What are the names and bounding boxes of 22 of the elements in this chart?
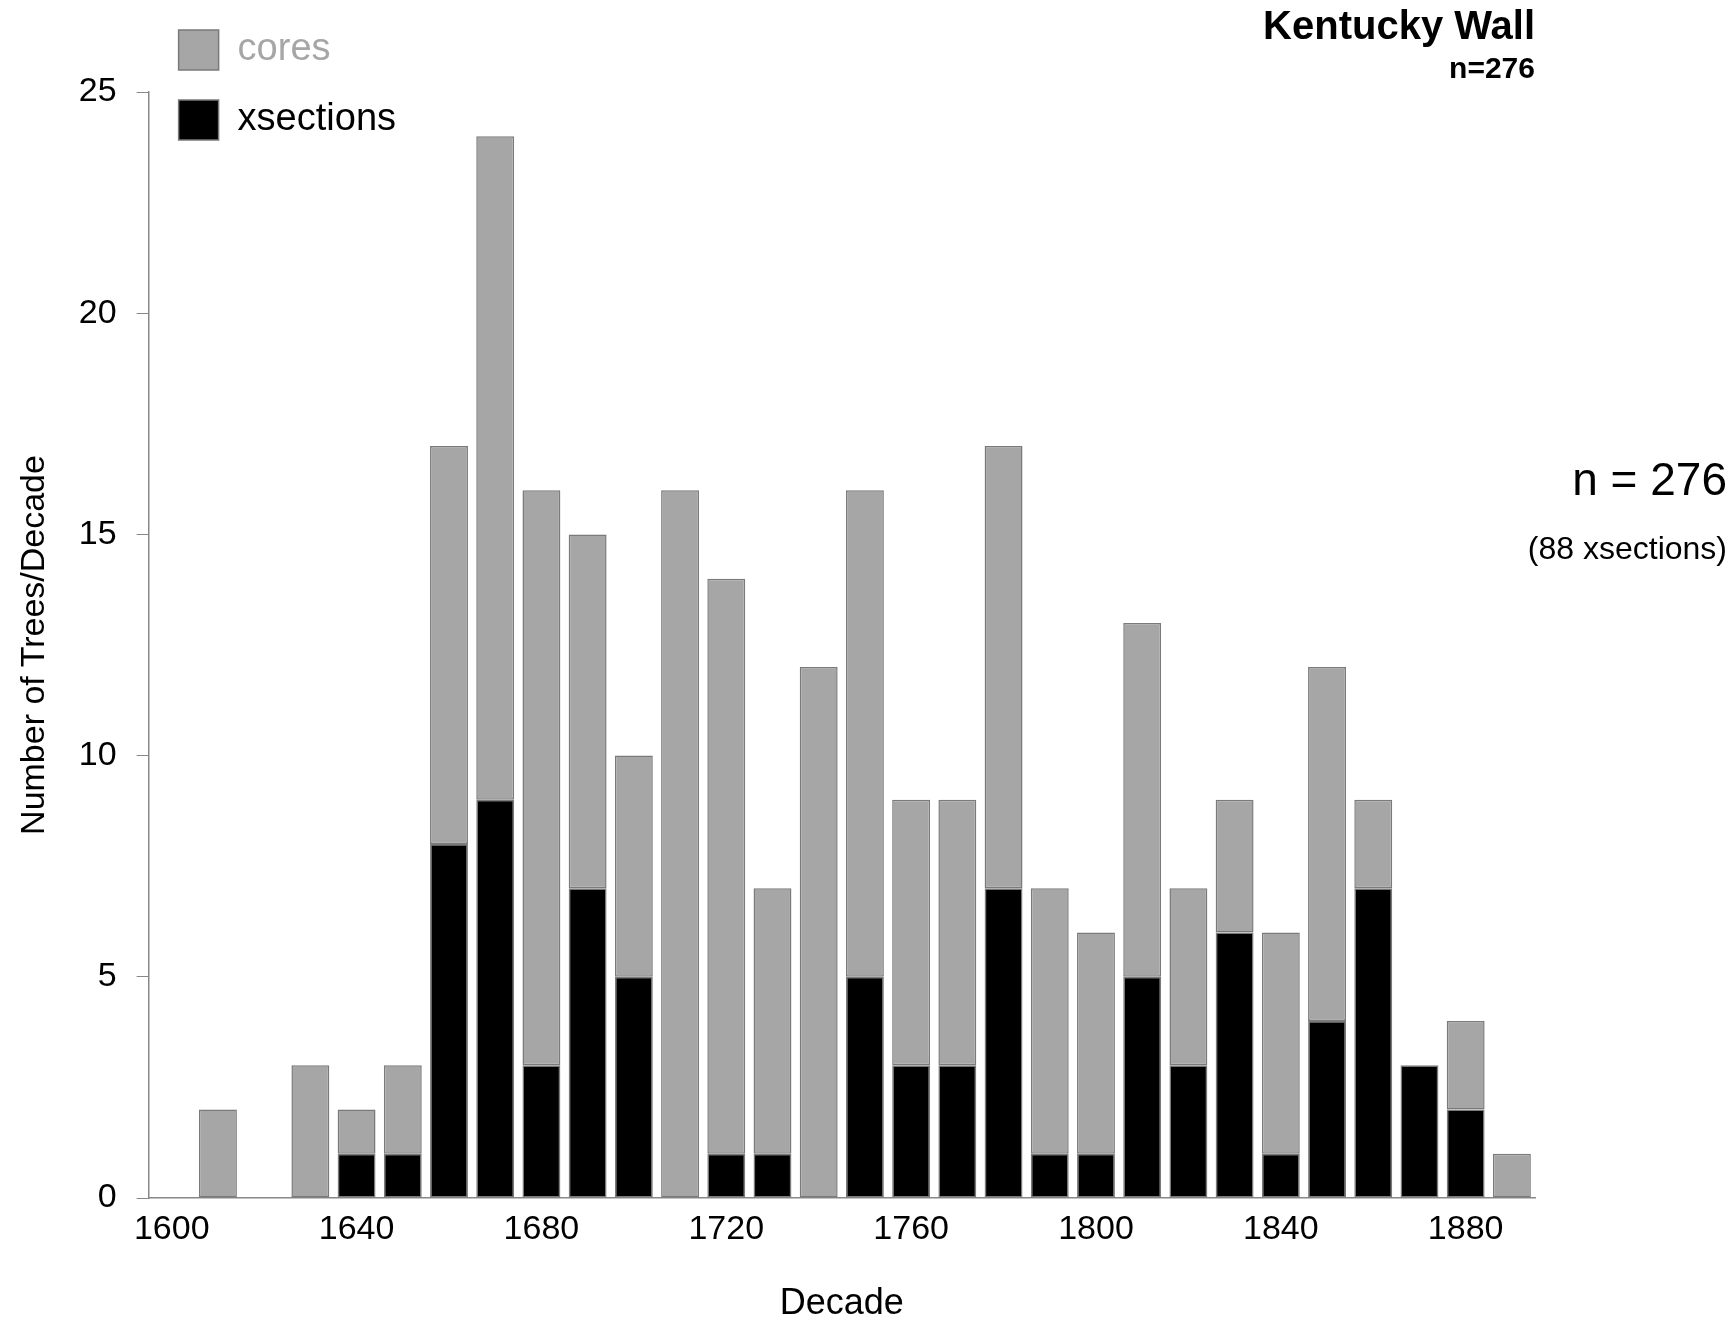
legend-label: xsections — [237, 96, 397, 139]
x-tick-label: 1840 — [1243, 1207, 1319, 1246]
annotation: (88 xsections) — [1527, 529, 1727, 566]
text: n = 276 — [1572, 452, 1727, 505]
x-tick-label: 1640 — [318, 1207, 395, 1246]
x-tick-label: 1600 — [133, 1207, 210, 1246]
y-axis-title: Number of Trees/Decade — [12, 455, 51, 835]
y-tick-label: 20 — [78, 291, 117, 330]
chart-title: Kentucky Wall — [1263, 3, 1535, 48]
chart-subtitle: n=276 — [1449, 51, 1535, 85]
y-tick-label: 5 — [97, 955, 117, 994]
y-tick-label: 25 — [78, 70, 117, 109]
legend-label: cores — [237, 26, 331, 69]
x-tick-label: 1760 — [873, 1207, 949, 1246]
y-tick-label: 15 — [78, 512, 117, 551]
x-tick-label: 1680 — [503, 1207, 580, 1246]
x-axis-title: Decade — [779, 1281, 904, 1323]
x-tick-label: 1800 — [1058, 1207, 1134, 1246]
x-tick-label: 1880 — [1427, 1207, 1504, 1246]
y-tick-label: 0 — [97, 1176, 117, 1215]
x-tick-label: 1720 — [688, 1207, 765, 1246]
y-tick-label: 10 — [78, 733, 117, 772]
